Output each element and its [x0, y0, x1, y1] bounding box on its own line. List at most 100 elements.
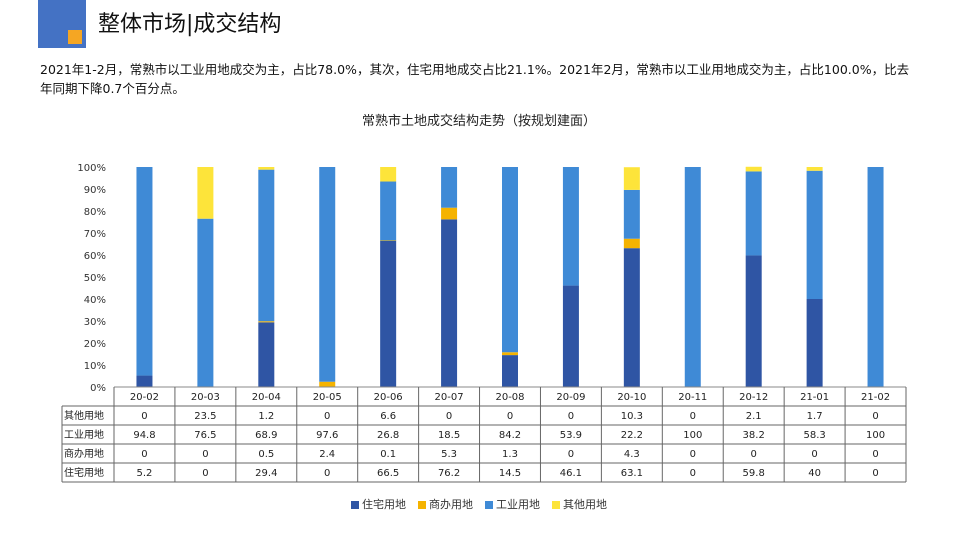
y-tick-label: 20% — [84, 339, 106, 350]
legend-label: 工业用地 — [496, 498, 540, 511]
table-cell: 5.2 — [137, 468, 153, 479]
bar-segment — [136, 375, 153, 387]
table-cell: 63.1 — [621, 468, 643, 479]
table-cell: 0 — [141, 411, 147, 422]
x-category-label: 20-06 — [374, 392, 403, 403]
table-cell: 29.4 — [255, 468, 277, 479]
table-cell: 0 — [507, 411, 513, 422]
bar-segment — [562, 167, 579, 286]
bar-segment — [380, 181, 397, 241]
bar-segment — [745, 166, 762, 172]
bar-segment — [623, 248, 640, 387]
bar-segment — [623, 189, 640, 239]
y-tick-label: 70% — [84, 229, 106, 240]
table-cell: 0.5 — [258, 449, 274, 460]
table-cell: 76.5 — [194, 430, 216, 441]
table-cell: 0 — [751, 449, 757, 460]
y-tick-label: 30% — [84, 317, 106, 328]
table-cell: 18.5 — [438, 430, 460, 441]
bar-segment — [197, 218, 214, 387]
legend-swatch — [418, 501, 426, 509]
x-category-label: 21-01 — [800, 392, 829, 403]
table-cell: 6.6 — [380, 411, 396, 422]
table-cell: 2.1 — [746, 411, 762, 422]
y-tick-label: 90% — [84, 185, 106, 196]
bar-segment — [380, 240, 397, 387]
table-cell: 0 — [690, 411, 696, 422]
legend-label: 商办用地 — [429, 498, 473, 511]
table-cell: 76.2 — [438, 468, 460, 479]
x-category-label: 20-04 — [252, 392, 281, 403]
bar-segment — [441, 167, 458, 208]
table-cell: 22.2 — [621, 430, 643, 441]
page-title: 整体市场|成交结构 — [98, 12, 282, 37]
table-row-label: 其他用地 — [64, 409, 104, 422]
table-cell: 0 — [568, 411, 574, 422]
table-cell: 0 — [141, 449, 147, 460]
x-category-label: 21-02 — [861, 392, 890, 403]
legend-item: 住宅用地 — [351, 496, 406, 512]
table-cell: 0 — [690, 449, 696, 460]
table-cell: 84.2 — [499, 430, 521, 441]
table-cell: 94.8 — [133, 430, 155, 441]
legend-item: 商办用地 — [418, 496, 473, 512]
y-tick-label: 0% — [90, 383, 106, 394]
x-category-label: 20-08 — [495, 392, 524, 403]
table-cell: 58.3 — [803, 430, 825, 441]
bar-segment — [258, 322, 275, 387]
table-cell: 0 — [811, 449, 817, 460]
bar-segment — [623, 238, 640, 249]
table-cell: 0 — [324, 468, 330, 479]
table-row-label: 商办用地 — [64, 447, 104, 460]
table-cell: 0 — [872, 449, 878, 460]
table-cell: 68.9 — [255, 430, 277, 441]
table-cell: 0 — [202, 449, 208, 460]
bar-segment — [806, 167, 823, 171]
table-cell: 0 — [446, 411, 452, 422]
table-cell: 38.2 — [743, 430, 765, 441]
bar-segment — [623, 167, 640, 190]
table-cell: 23.5 — [194, 411, 216, 422]
chart-legend: 住宅用地 商办用地 工业用地 其他用地 — [0, 496, 958, 512]
table-cell: 26.8 — [377, 430, 399, 441]
logo-block — [38, 0, 86, 48]
table-cell: 1.3 — [502, 449, 518, 460]
bar-segment — [380, 240, 397, 241]
legend-item: 其他用地 — [552, 496, 607, 512]
x-category-label: 20-11 — [678, 392, 707, 403]
table-cell: 53.9 — [560, 430, 582, 441]
table-cell: 46.1 — [560, 468, 582, 479]
bar-segment — [562, 285, 579, 387]
table-cell: 0 — [324, 411, 330, 422]
bar-segment — [258, 321, 275, 323]
legend-swatch — [351, 501, 359, 509]
bar-segment — [441, 219, 458, 387]
table-cell: 2.4 — [319, 449, 335, 460]
table-cell: 66.5 — [377, 468, 399, 479]
y-tick-label: 40% — [84, 295, 106, 306]
table-cell: 5.3 — [441, 449, 457, 460]
x-category-label: 20-12 — [739, 392, 768, 403]
table-cell: 0 — [568, 449, 574, 460]
bar-segment — [258, 169, 275, 322]
chart-title: 常熟市土地成交结构走势（按规划建面） — [361, 114, 596, 129]
bar-segment — [867, 167, 884, 387]
y-tick-label: 60% — [84, 251, 106, 262]
legend-item: 工业用地 — [485, 496, 540, 512]
table-cell: 59.8 — [743, 468, 765, 479]
x-category-label: 20-05 — [313, 392, 342, 403]
bar-segment — [258, 167, 275, 170]
table-cell: 40 — [808, 468, 821, 479]
table-cell: 100 — [683, 430, 702, 441]
bar-segment — [806, 170, 823, 299]
table-cell: 1.2 — [258, 411, 274, 422]
table-cell: 0 — [202, 468, 208, 479]
bar-segment — [441, 207, 458, 220]
table-cell: 14.5 — [499, 468, 521, 479]
x-category-label: 20-03 — [191, 392, 220, 403]
table-row-label: 住宅用地 — [64, 466, 104, 479]
bar-segment — [502, 167, 518, 353]
legend-swatch — [485, 501, 493, 509]
legend-label: 住宅用地 — [362, 498, 406, 511]
